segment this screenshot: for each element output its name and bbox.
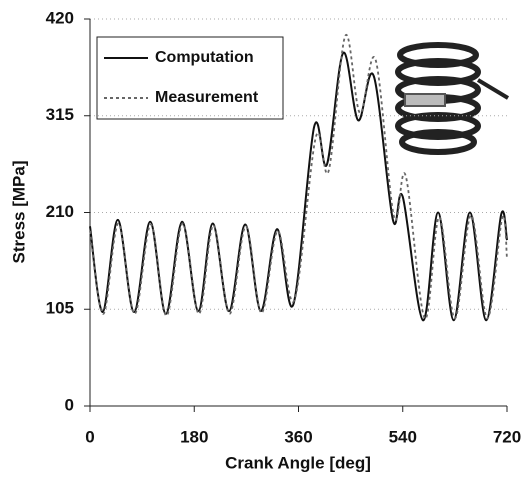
x-axis-label: Crank Angle [deg] — [225, 453, 371, 472]
x-tick-label: 720 — [493, 427, 521, 446]
x-tick-label: 180 — [180, 427, 208, 446]
legend-label: Computation — [155, 49, 254, 66]
y-tick-label: 105 — [46, 299, 74, 318]
x-tick-label: 0 — [85, 427, 94, 446]
x-tick-label: 360 — [284, 427, 312, 446]
y-tick-label: 420 — [46, 8, 74, 27]
legend-box — [96, 36, 284, 120]
legend-label: Measurement — [155, 89, 259, 106]
y-tick-label: 0 — [65, 395, 74, 414]
series-line — [89, 52, 508, 322]
y-axis-label: Stress [MPa] — [9, 161, 28, 264]
x-tick-label: 540 — [389, 427, 417, 446]
spring-photo — [395, 42, 510, 155]
y-tick-label: 210 — [46, 202, 74, 221]
y-tick-label: 315 — [46, 105, 74, 124]
